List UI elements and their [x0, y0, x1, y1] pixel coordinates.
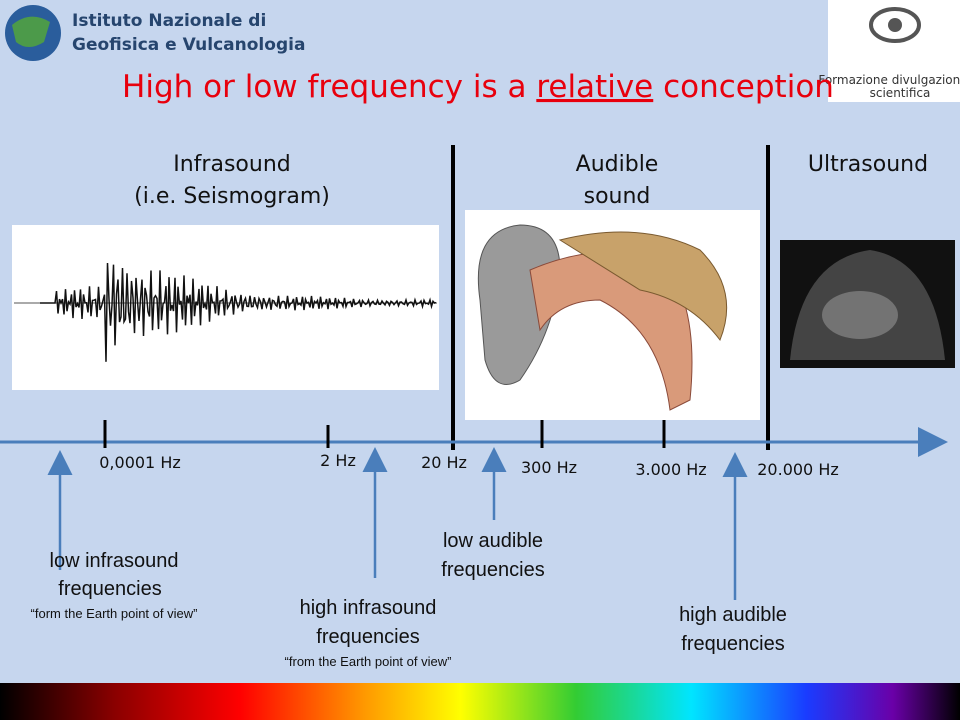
section-label: Audible [576, 152, 659, 177]
title-emphasis: relative [536, 69, 653, 105]
section-label: Ultrasound [808, 152, 928, 177]
annotation: low infrasound [50, 550, 179, 572]
annotation: high audible [679, 604, 787, 626]
badge-eye [869, 7, 921, 43]
axis-label: 0,0001 Hz [99, 453, 181, 472]
badge-text: Formazione divulgazione [818, 73, 960, 87]
ultrasound-fetus [822, 291, 898, 339]
section-label: Infrasound [173, 152, 290, 177]
section-label: (i.e. Seismogram) [134, 184, 330, 209]
section-label: sound [584, 184, 651, 209]
axis-label: 20 Hz [421, 453, 467, 472]
seismogram-trace [40, 262, 437, 362]
title: High or low frequency is a relative conc… [122, 69, 834, 105]
annotation: high infrasound [300, 597, 437, 619]
axis-label: 300 Hz [521, 458, 577, 477]
badge-pupil [888, 18, 902, 32]
annotation: frequencies [681, 633, 784, 655]
annotation: frequencies [316, 626, 419, 648]
axis-label: 3.000 Hz [635, 460, 706, 479]
title-part: High or low frequency is a [122, 69, 536, 105]
annotation: frequencies [441, 559, 544, 581]
spectrum-strip [0, 683, 960, 720]
institute-name: Istituto Nazionale di [72, 11, 266, 31]
institute-name: Geofisica e Vulcanologia [72, 35, 305, 55]
axis-label: 2 Hz [320, 451, 356, 470]
title-part: conception [653, 69, 834, 105]
logo-land [12, 16, 50, 47]
annotation: low audible [443, 530, 543, 552]
annotation: frequencies [58, 578, 161, 600]
badge-box [828, 0, 960, 102]
annotation-note: “form the Earth point of view” [31, 606, 198, 621]
ear-bone [558, 231, 728, 342]
axis-label: 20.000 Hz [757, 460, 839, 479]
annotation-note: “from the Earth point of view” [285, 654, 452, 669]
badge-text: scientifica [870, 86, 931, 100]
